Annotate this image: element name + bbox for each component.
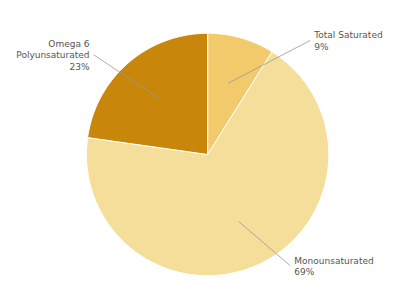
svg-text:Omega 6Polyunsaturated23%: Omega 6Polyunsaturated23% — [16, 39, 90, 72]
svg-text:Monounsaturated69%: Monounsaturated69% — [294, 256, 373, 277]
svg-text:Total Saturated9%: Total Saturated9% — [313, 30, 382, 51]
